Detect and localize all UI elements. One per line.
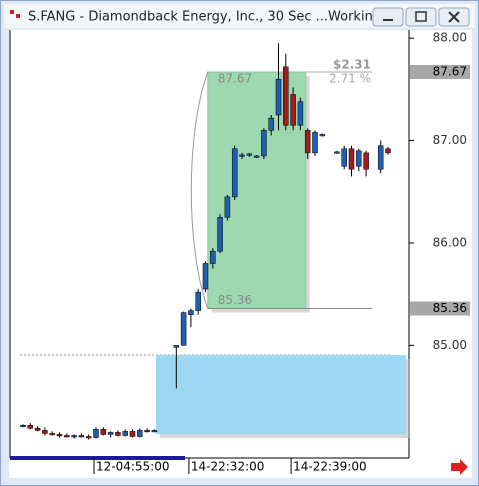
x-tick-label: 12-04:55:00 [96, 460, 170, 474]
candle-body [268, 117, 274, 131]
candle-body [195, 291, 201, 311]
candle-body [348, 148, 355, 170]
y-tick-label: 88.00 [433, 31, 467, 45]
candle-body [20, 424, 26, 427]
candle-body [71, 435, 77, 438]
candle-body [231, 148, 238, 198]
candle-body [319, 134, 326, 137]
candle-body [385, 148, 391, 154]
candle-body [210, 250, 216, 264]
measure-high-label: 87.67 [218, 71, 252, 85]
candle-body [115, 432, 121, 436]
candle-body [56, 434, 63, 437]
candle-body [290, 94, 296, 126]
zone-box [156, 355, 406, 434]
measure-bracket [190, 71, 209, 309]
measure-low-label: 85.36 [218, 293, 252, 307]
candle-body [312, 132, 318, 154]
candle-body [261, 130, 267, 157]
candle-body [34, 428, 41, 431]
candle-body [42, 430, 48, 434]
candle-body [27, 424, 34, 429]
candle-body [100, 429, 107, 435]
candle-body [363, 152, 369, 170]
candle-body [239, 154, 245, 157]
candle-body [137, 430, 143, 437]
y-tick-label: 86.00 [433, 235, 467, 249]
price-label: 87.67 [433, 64, 467, 78]
candle-body [151, 430, 158, 433]
candle-body [297, 101, 304, 126]
candle-body [377, 145, 384, 170]
candle-body [217, 217, 223, 252]
candle-body [253, 155, 260, 158]
candle-body [107, 432, 114, 435]
x-tick-label: 14-22:32:00 [191, 460, 265, 474]
candle-body [180, 312, 187, 346]
candle-body [224, 196, 231, 218]
candle-body [64, 435, 70, 438]
measure-change: $2.31 [333, 58, 371, 72]
y-tick-label: 85.00 [433, 338, 467, 352]
window-title: S.FANG - Diamondback Energy, Inc., 30 Se… [28, 10, 393, 25]
app-icon [16, 14, 20, 18]
candle-body [304, 130, 311, 154]
candle-body [85, 436, 92, 439]
minimize-button[interactable] [372, 7, 404, 27]
app-icon [10, 10, 14, 14]
scroll-bar[interactable] [10, 456, 185, 460]
candle-body [129, 431, 136, 437]
measure-percent: 2.71 % [329, 72, 371, 86]
maximize-button[interactable] [405, 7, 437, 27]
maximize-icon [415, 11, 427, 22]
price-label-box [410, 301, 470, 316]
candle-body [283, 66, 289, 126]
price-label: 85.36 [433, 301, 467, 315]
price-label-box [410, 64, 470, 79]
measure-box [207, 71, 307, 310]
candle-body [188, 310, 194, 315]
candle-body [356, 150, 362, 167]
candle-body [144, 430, 150, 433]
candle-body [173, 345, 180, 348]
candle-body [122, 431, 128, 436]
candle-body [275, 78, 282, 116]
candle-body [93, 429, 99, 438]
y-tick-label: 87.00 [433, 133, 467, 147]
candle-body [334, 151, 340, 154]
scroll-arrow[interactable] [451, 459, 468, 475]
candle-body [202, 263, 209, 290]
candle-body [78, 435, 85, 438]
candle-body [341, 148, 347, 167]
close-icon [448, 11, 460, 23]
candle-body [246, 153, 253, 156]
x-tick-label: 14-22:39:00 [293, 460, 367, 474]
candle-body [49, 433, 55, 436]
